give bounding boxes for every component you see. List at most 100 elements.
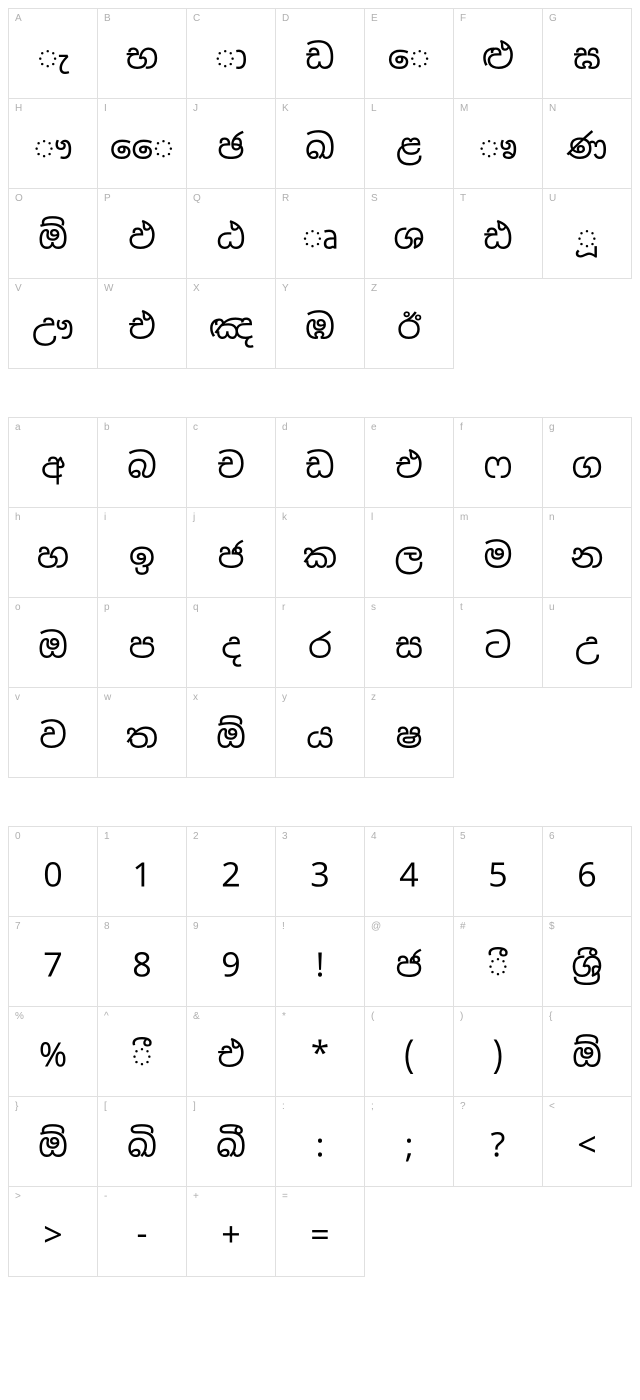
glyph-cell: gග (543, 418, 632, 508)
glyph-char: ඕ (38, 1127, 68, 1161)
glyph-cell: -- (98, 1187, 187, 1277)
glyph-cell: 66 (543, 827, 632, 917)
glyph-grid-numbers-symbols: 00112233445566778899!!@ජ#ී$ශ්‍රී%%^ී&එ**… (8, 826, 632, 1277)
key-label: L (371, 103, 377, 114)
glyph-char: > (43, 1217, 62, 1251)
key-label: s (371, 602, 376, 613)
key-label: & (193, 1011, 200, 1022)
glyph-cell: 99 (187, 917, 276, 1007)
glyph-char: - (137, 1217, 148, 1251)
key-label: 4 (371, 831, 377, 842)
glyph-cell: nන (543, 508, 632, 598)
key-label: Y (282, 283, 289, 294)
glyph-char: ඤ (209, 309, 253, 343)
empty-cell (454, 688, 543, 778)
glyph-cell: Rෘ (276, 189, 365, 279)
glyph-cell: 11 (98, 827, 187, 917)
glyph-char: 8 (132, 947, 151, 981)
glyph-grid-uppercase: AැBභCාDඩEෙFළුGඝHෟIෛJඡKඛLළMෳNණOඕPඵQඨRෘSශT… (8, 8, 632, 369)
key-label: f (460, 422, 463, 433)
glyph-char: ච (217, 448, 245, 482)
key-label: * (282, 1011, 286, 1022)
glyph-char: ජ (396, 947, 423, 981)
key-label: T (460, 193, 466, 204)
key-label: ] (193, 1101, 196, 1112)
glyph-cell: sස (365, 598, 454, 688)
key-label: a (15, 422, 21, 433)
glyph-cell: Jඡ (187, 99, 276, 189)
glyph-cell: == (276, 1187, 365, 1277)
key-label: A (15, 13, 22, 24)
key-label: C (193, 13, 200, 24)
glyph-char: හ (37, 538, 69, 572)
glyph-char: ම (484, 538, 513, 572)
key-label: d (282, 422, 288, 433)
key-label: 3 (282, 831, 288, 842)
glyph-char: ඛී (216, 1127, 246, 1161)
empty-cell (454, 279, 543, 369)
glyph-grid-lowercase: aඅbබcචdඩeඑfෆgගhහiඉjජkකlලmමnනoඔpපqදrරsසtට… (8, 417, 632, 778)
key-label: u (549, 602, 555, 613)
glyph-cell: yය (276, 688, 365, 778)
glyph-char: ඔ (38, 628, 68, 662)
glyph-char: ත (126, 718, 158, 752)
key-label: I (104, 103, 107, 114)
glyph-cell: Wඑ (98, 279, 187, 369)
glyph-cell: >> (9, 1187, 98, 1277)
key-label: U (549, 193, 556, 204)
key-label: # (460, 921, 466, 932)
glyph-char: 6 (577, 857, 596, 891)
glyph-char: ඊ (397, 309, 421, 343)
key-label: N (549, 103, 556, 114)
glyph-char: ඉ (129, 538, 155, 572)
empty-cell (543, 688, 632, 778)
glyph-char: 1 (132, 857, 151, 891)
key-label: c (193, 422, 198, 433)
glyph-char: ( (404, 1037, 415, 1071)
glyph-char: + (221, 1217, 240, 1251)
glyph-char: ක (303, 538, 337, 572)
empty-cell (543, 1187, 632, 1277)
empty-cell (365, 1187, 454, 1277)
glyph-cell: @ජ (365, 917, 454, 1007)
glyph-char: ා (215, 39, 248, 73)
key-label: { (549, 1011, 552, 1022)
glyph-cell: )) (454, 1007, 543, 1097)
key-label: R (282, 193, 289, 204)
glyph-char: ඕ (572, 1037, 602, 1071)
key-label: 5 (460, 831, 466, 842)
glyph-char: ශ්‍රී (571, 947, 602, 981)
empty-cell (454, 1187, 543, 1277)
glyph-cell: :: (276, 1097, 365, 1187)
key-label: - (104, 1191, 107, 1202)
key-label: 1 (104, 831, 110, 842)
glyph-cell: ++ (187, 1187, 276, 1277)
glyph-cell: lල (365, 508, 454, 598)
glyph-char: ! (315, 947, 325, 981)
key-label: S (371, 193, 378, 204)
glyph-cell: Kඛ (276, 99, 365, 189)
glyph-cell: Bභ (98, 9, 187, 99)
key-label: B (104, 13, 111, 24)
glyph-char: ළ (396, 129, 422, 163)
glyph-cell: Aැ (9, 9, 98, 99)
glyph-cell: Xඤ (187, 279, 276, 369)
key-label: H (15, 103, 22, 114)
glyph-cell: ** (276, 1007, 365, 1097)
key-label: $ (549, 921, 555, 932)
glyph-char: % (39, 1037, 67, 1071)
key-label: J (193, 103, 198, 114)
glyph-cell: Oඕ (9, 189, 98, 279)
glyph-cell: Pඵ (98, 189, 187, 279)
glyph-cell: %% (9, 1007, 98, 1097)
glyph-char: ූ (576, 219, 597, 253)
key-label: ) (460, 1011, 463, 1022)
key-label: } (15, 1101, 18, 1112)
key-label: P (104, 193, 111, 204)
key-label: 6 (549, 831, 555, 842)
glyph-cell: (( (365, 1007, 454, 1097)
key-label: + (193, 1191, 199, 1202)
glyph-cell: ^ී (98, 1007, 187, 1097)
glyph-char: 5 (488, 857, 507, 891)
key-label: X (193, 283, 200, 294)
